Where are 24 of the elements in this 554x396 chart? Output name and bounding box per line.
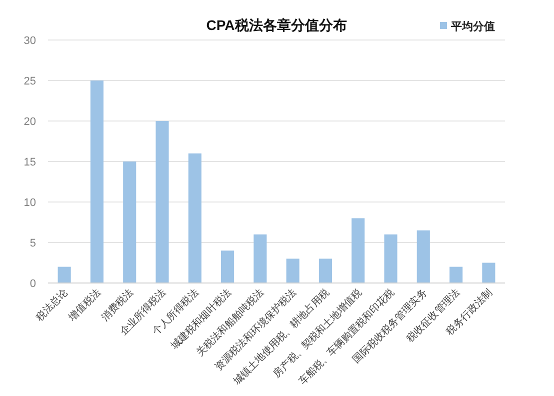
bar bbox=[221, 250, 234, 283]
bar bbox=[58, 266, 71, 283]
y-tick-label: 25 bbox=[24, 76, 36, 88]
legend: 平均分值 bbox=[440, 21, 495, 33]
bar bbox=[482, 262, 496, 283]
bar bbox=[254, 234, 267, 283]
y-tick-label: 10 bbox=[24, 197, 36, 209]
bar bbox=[123, 162, 136, 283]
bar bbox=[384, 234, 398, 283]
y-tick-label: 15 bbox=[24, 156, 36, 168]
y-tick-label: 20 bbox=[24, 116, 36, 128]
bar bbox=[156, 121, 169, 283]
bar bbox=[90, 80, 104, 283]
bar bbox=[352, 218, 365, 283]
chart-title: CPA税法各章分值分布 bbox=[206, 17, 347, 33]
legend-label: 平均分值 bbox=[450, 20, 495, 33]
y-tick-label: 30 bbox=[24, 35, 36, 47]
bar bbox=[318, 258, 332, 283]
y-tick-label: 0 bbox=[30, 278, 36, 290]
y-tick-label: 5 bbox=[30, 238, 36, 250]
bar bbox=[450, 266, 463, 283]
bar bbox=[286, 258, 300, 283]
bar bbox=[416, 230, 430, 283]
bar bbox=[188, 153, 202, 283]
